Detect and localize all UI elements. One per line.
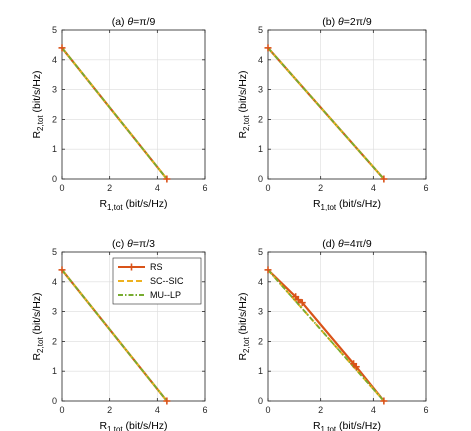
- legend-box: [112, 257, 202, 305]
- rs-marker: [264, 44, 272, 52]
- panel-3: 0 2 4 6 0 1 2 3 4 5 (d) θ=4π/9 R1,tot (bit/s/Hz) R2,…: [237, 238, 429, 431]
- x-tick-label: 6: [423, 183, 428, 193]
- rs-marker: [58, 266, 66, 274]
- rs-marker: [264, 266, 272, 274]
- legend: RS SC--SIC MU--LP: [112, 257, 202, 305]
- series-line-mu-lp: [267, 269, 385, 402]
- x-tick-label: 0: [59, 405, 64, 415]
- panel-1: 0 2 4 6 0 1 2 3 4 5 (b) θ=2π/9 R1,tot (bit/s/Hz) R2,…: [237, 16, 429, 212]
- panel-title: (b) θ=2π/9: [322, 16, 372, 28]
- series-line-mu-lp: [61, 47, 168, 180]
- y-tick-label: 3: [52, 307, 57, 317]
- plot-area: [268, 30, 426, 179]
- rs-marker: [380, 175, 388, 183]
- y-tick-label: 2: [258, 336, 263, 346]
- y-tick-label: 2: [52, 336, 57, 346]
- legend-label: MU--LP: [150, 290, 181, 300]
- panel-0: 0 2 4 6 0 1 2 3 4 5 (a) θ=π/9 R1,tot (bit/s/Hz) R2,t…: [31, 16, 208, 212]
- y-axis-label: R2,tot (bit/s/Hz): [237, 70, 251, 138]
- axes-frame: [61, 251, 206, 402]
- x-axis-label: R1,tot (bit/s/Hz): [313, 198, 381, 212]
- y-tick-label: 1: [52, 144, 57, 154]
- rs-marker: [294, 296, 302, 304]
- x-axis-label: R1,tot (bit/s/Hz): [99, 198, 167, 212]
- y-tick-label: 3: [258, 307, 263, 317]
- y-tick-label: 3: [52, 85, 57, 95]
- y-tick-label: 4: [258, 277, 263, 287]
- y-tick-label: 5: [52, 25, 57, 35]
- axes-frame: [267, 29, 427, 180]
- rs-marker: [298, 299, 306, 307]
- x-tick-label: 2: [318, 405, 323, 415]
- x-tick-label: 2: [107, 405, 112, 415]
- legend-label: SC--SIC: [150, 276, 184, 286]
- plot-area: [268, 252, 426, 401]
- y-tick-label: 5: [258, 247, 263, 257]
- x-tick-label: 0: [265, 183, 270, 193]
- x-tick-label: 6: [423, 405, 428, 415]
- y-tick-label: 1: [258, 366, 263, 376]
- y-tick-label: 3: [258, 85, 263, 95]
- x-tick-label: 4: [155, 405, 160, 415]
- y-tick-label: 0: [52, 396, 57, 406]
- y-axis-label: R2,tot (bit/s/Hz): [237, 292, 251, 360]
- rs-marker: [352, 363, 360, 371]
- panel-title: (a) θ=π/9: [112, 16, 156, 28]
- x-tick-label: 2: [107, 183, 112, 193]
- panel-title: (c) θ=π/3: [112, 238, 155, 250]
- x-tick-label: 4: [371, 405, 376, 415]
- y-tick-label: 4: [258, 55, 263, 65]
- x-tick-label: 4: [155, 183, 160, 193]
- legend-label: RS: [150, 262, 163, 272]
- x-tick-label: 2: [318, 183, 323, 193]
- y-tick-label: 2: [52, 114, 57, 124]
- y-tick-label: 0: [52, 174, 57, 184]
- rs-marker: [380, 397, 388, 405]
- y-tick-label: 5: [52, 247, 57, 257]
- x-tick-label: 0: [265, 405, 270, 415]
- rs-marker: [58, 44, 66, 52]
- series-line-mu-lp: [267, 47, 385, 180]
- x-axis-label: R1,tot (bit/s/Hz): [99, 420, 167, 431]
- rs-marker: [163, 175, 171, 183]
- y-tick-label: 0: [258, 396, 263, 406]
- y-tick-label: 5: [258, 25, 263, 35]
- y-axis-label: R2,tot (bit/s/Hz): [31, 70, 45, 138]
- x-axis-label: R1,tot (bit/s/Hz): [313, 420, 381, 431]
- y-tick-label: 1: [258, 144, 263, 154]
- y-tick-label: 4: [52, 55, 57, 65]
- rs-marker: [163, 397, 171, 405]
- series-line-mu-lp: [61, 269, 168, 402]
- x-tick-label: 0: [59, 183, 64, 193]
- y-tick-label: 1: [52, 366, 57, 376]
- y-axis-label: R2,tot (bit/s/Hz): [31, 292, 45, 360]
- axes-frame: [61, 29, 206, 180]
- y-tick-label: 0: [258, 174, 263, 184]
- axes-frame: [267, 251, 427, 402]
- x-tick-label: 6: [202, 405, 207, 415]
- panel-2: 0 2 4 6 0 1 2 3 4 5 (c) θ=π/3 R1,tot (bit/s/Hz) R2,t…: [31, 238, 208, 431]
- panel-title: (d) θ=4π/9: [322, 238, 372, 250]
- plot-area: [62, 30, 205, 179]
- y-tick-label: 4: [52, 277, 57, 287]
- y-tick-label: 2: [258, 114, 263, 124]
- x-tick-label: 6: [202, 183, 207, 193]
- x-tick-label: 4: [371, 183, 376, 193]
